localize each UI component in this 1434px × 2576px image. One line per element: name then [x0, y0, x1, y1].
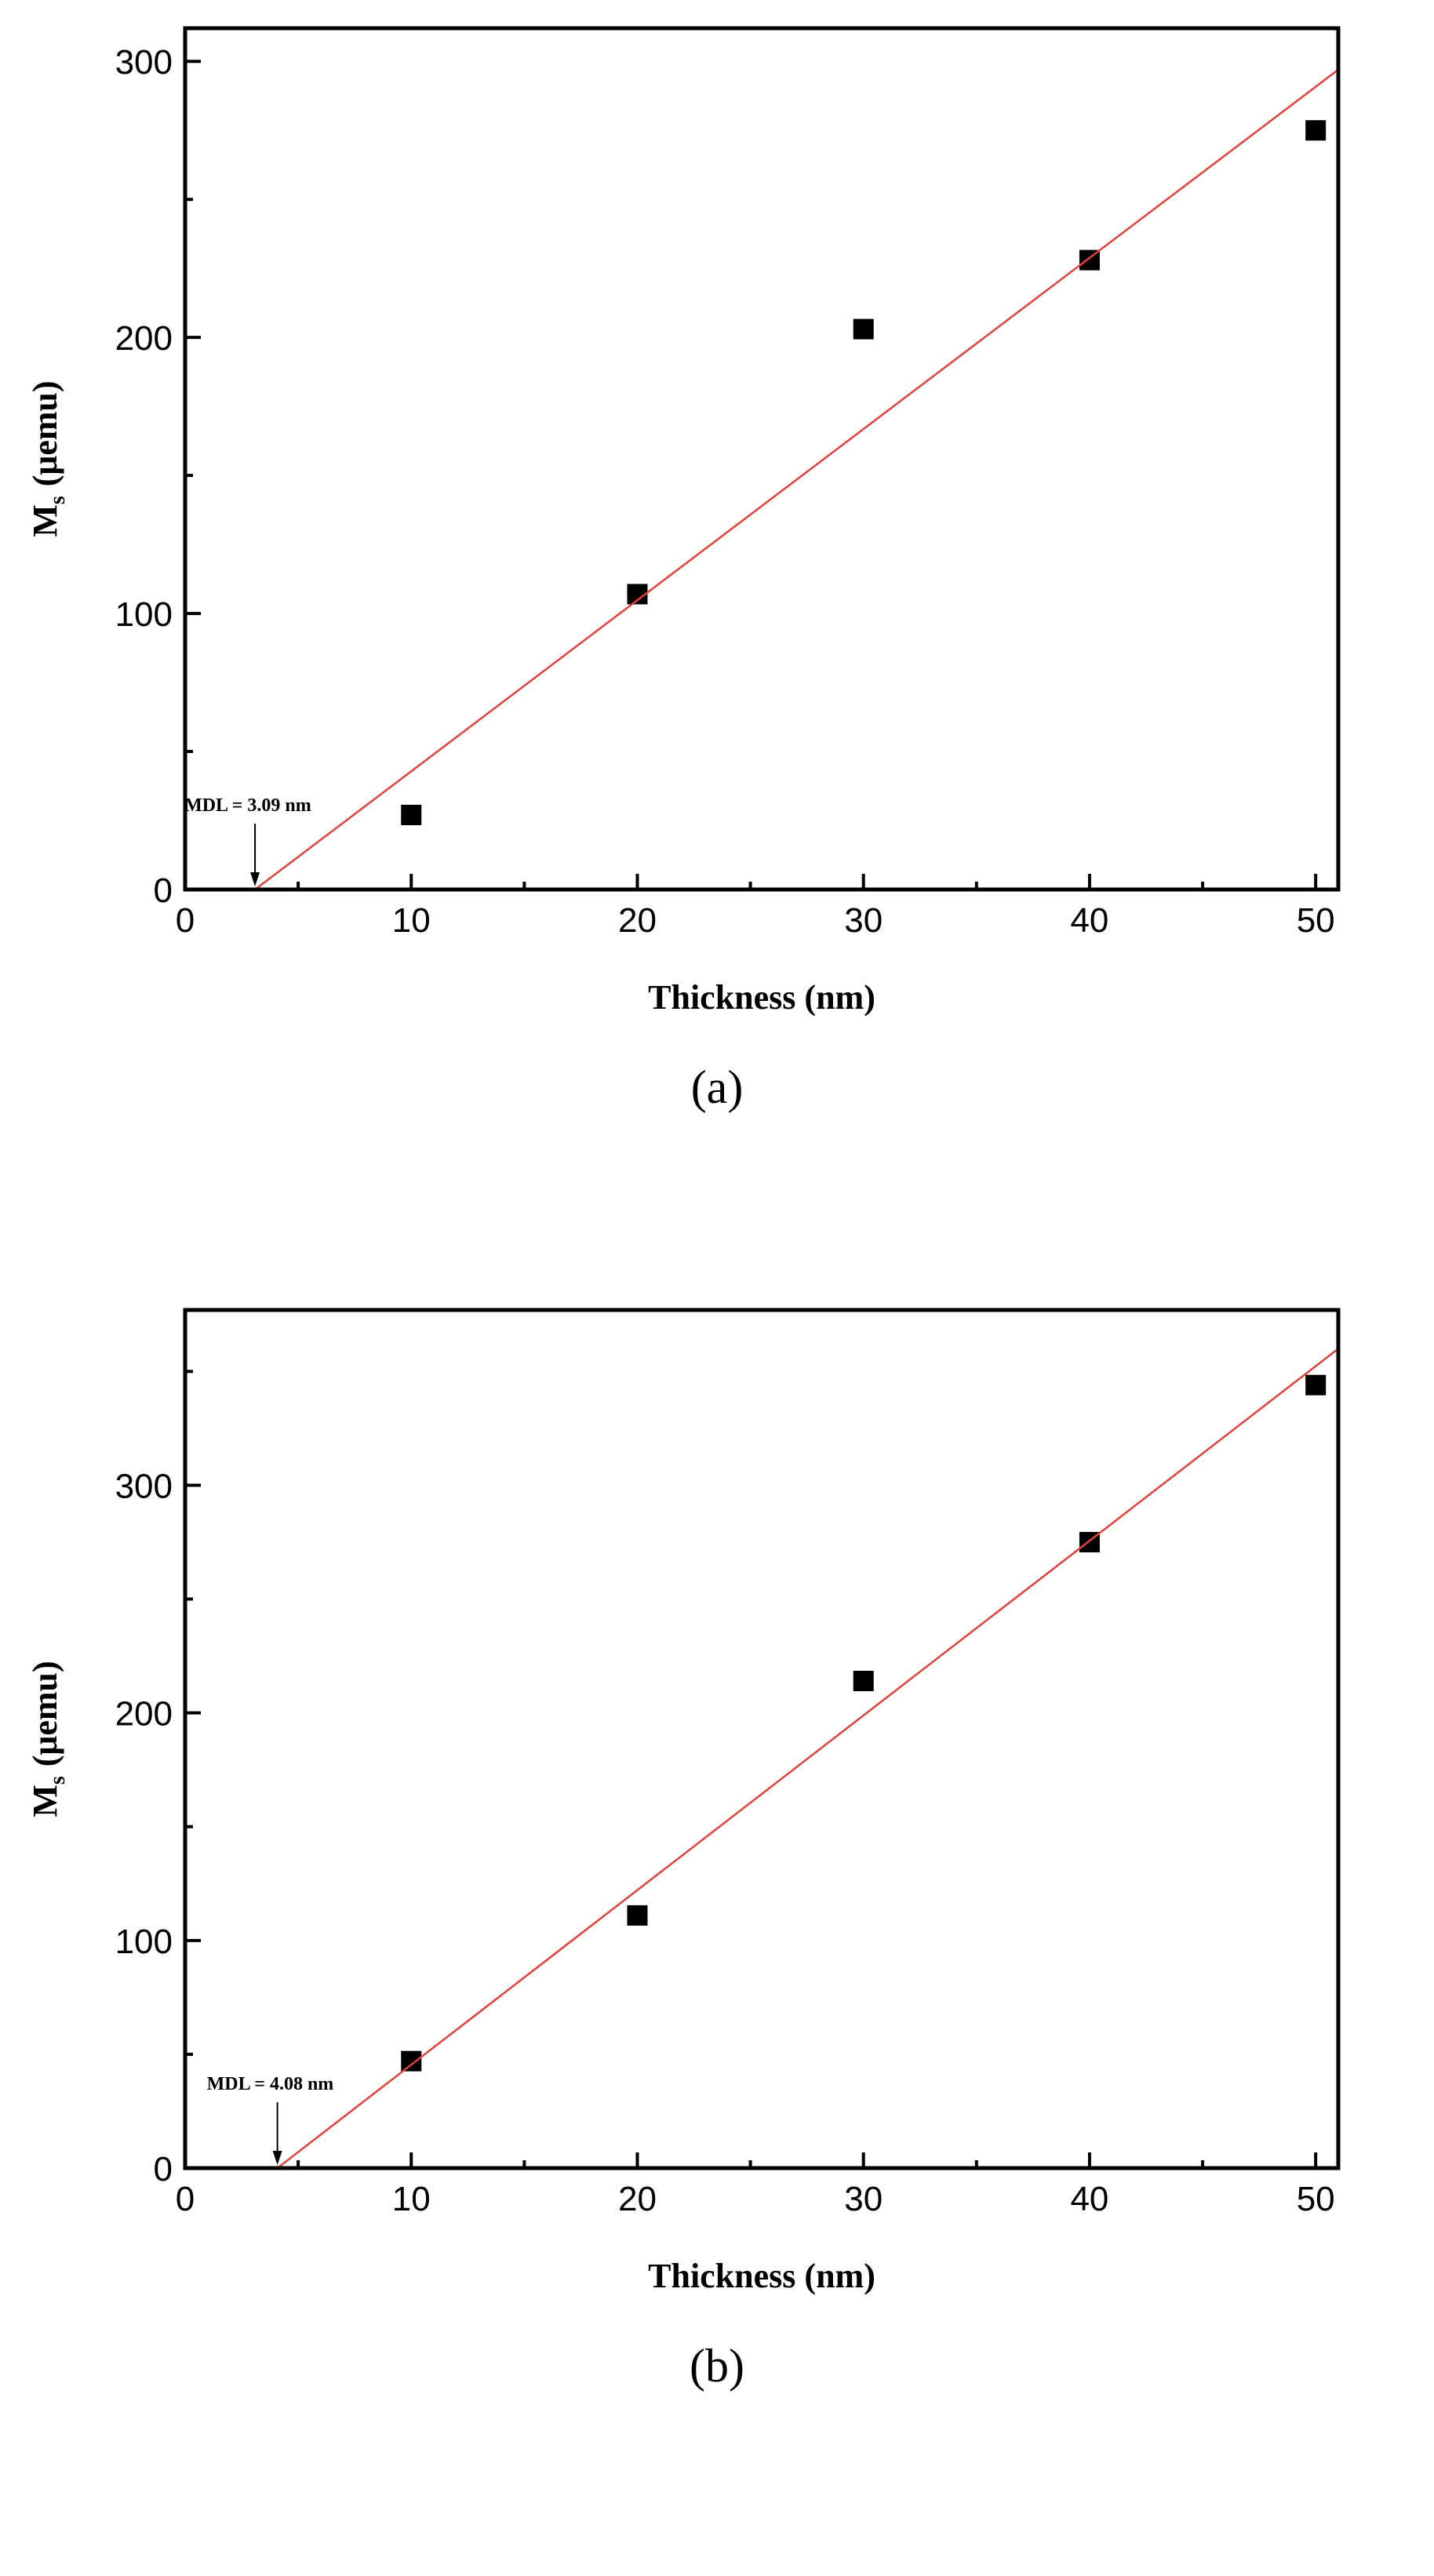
fit-line — [254, 68, 1339, 890]
marker — [627, 1905, 648, 1926]
x-tick-label: 30 — [844, 901, 883, 940]
y-label-unit: (μemu) — [26, 380, 64, 486]
y-tick-label: 300 — [115, 43, 173, 82]
y-tick-label: 100 — [115, 595, 173, 634]
x-tick-label: 0 — [176, 2180, 195, 2218]
chart: 0 10 20 30 40 50 0 100 200 300 MDL = 3.09 nm Thickn… — [26, 26, 1341, 1113]
x-tick-label: 10 — [392, 901, 431, 940]
marker — [853, 1671, 874, 1692]
fit-line — [276, 1348, 1339, 2169]
caption: (b) — [690, 2340, 744, 2392]
plot-frame — [183, 1308, 1341, 2170]
x-axis-label: Thickness (nm) — [648, 2257, 875, 2295]
y-axis-label: Ms (μemu) — [26, 1661, 70, 1817]
x-tick-label: 20 — [618, 901, 657, 940]
y-label-unit: (μemu) — [26, 1661, 64, 1766]
marker — [1305, 1374, 1327, 1395]
y-tick-label: 100 — [115, 1923, 173, 1961]
x-tick-label: 50 — [1297, 2180, 1335, 2218]
y-tick-label: 200 — [115, 1695, 173, 1734]
x-tick-label: 10 — [392, 2180, 431, 2218]
y-label-symbol: M — [26, 504, 64, 537]
x-tick-label: 40 — [1070, 901, 1108, 940]
arrow-head — [250, 872, 260, 886]
plot-frame — [183, 26, 1341, 892]
x-axis-label: Thickness (nm) — [648, 978, 875, 1017]
x-tick-label: 20 — [618, 2180, 657, 2218]
x-tick-label: 0 — [176, 901, 195, 940]
y-label-subscript: s — [45, 496, 70, 504]
x-tick-label: 30 — [844, 2180, 883, 2218]
arrow-head — [272, 2151, 282, 2165]
y-tick-label: 0 — [154, 2150, 173, 2189]
x-tick-label: 50 — [1297, 901, 1335, 940]
marker — [1305, 120, 1327, 141]
y-label-subscript: s — [45, 1776, 70, 1785]
y-axis-label: Ms (μemu) — [26, 380, 70, 537]
y-label-symbol: M — [26, 1785, 64, 1817]
x-tick-label: 40 — [1070, 2180, 1108, 2218]
marker — [401, 2050, 422, 2072]
marker — [401, 804, 422, 825]
annotation: MDL = 3.09 nm — [184, 795, 311, 816]
y-tick-label: 300 — [115, 1467, 173, 1505]
chart: 0 10 20 30 40 50 0 100 200 300 MDL = 4.08 nm Thickn… — [26, 1308, 1341, 2392]
y-tick-label: 200 — [115, 319, 173, 358]
marker — [853, 318, 874, 340]
y-tick-label: 0 — [154, 871, 173, 910]
caption: (a) — [691, 1061, 744, 1113]
annotation: MDL = 4.08 nm — [207, 2074, 334, 2094]
